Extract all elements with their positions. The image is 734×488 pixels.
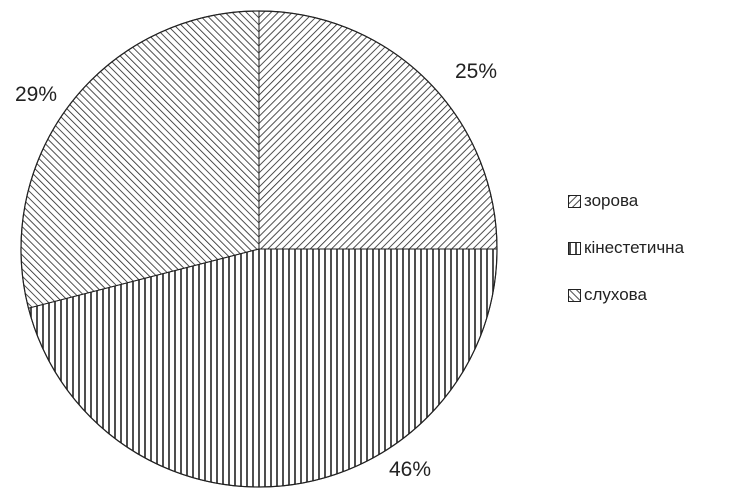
legend-label-kinestetychna: кінестетична xyxy=(584,238,685,257)
legend-label-zorova: зорова xyxy=(584,191,639,210)
slice-value-label-1: 25% xyxy=(455,60,497,83)
slice-value-label-2: 46% xyxy=(389,458,431,481)
slice-value-label-3: 29% xyxy=(15,83,57,106)
legend-item-zorova: зорова xyxy=(568,190,684,212)
pie-slice-1 xyxy=(258,10,498,250)
legend-swatch-zorova xyxy=(568,194,581,208)
legend: зорова кінестетична слухова xyxy=(568,190,684,331)
legend-item-slukhova: слухова xyxy=(568,284,684,306)
legend-item-kinestetychna: кінестетична xyxy=(568,237,684,259)
legend-swatch-slukhova xyxy=(568,288,581,302)
legend-swatch-kinestetychna xyxy=(568,241,581,255)
pie-outline xyxy=(20,10,498,488)
legend-label-slukhova: слухова xyxy=(584,285,647,304)
